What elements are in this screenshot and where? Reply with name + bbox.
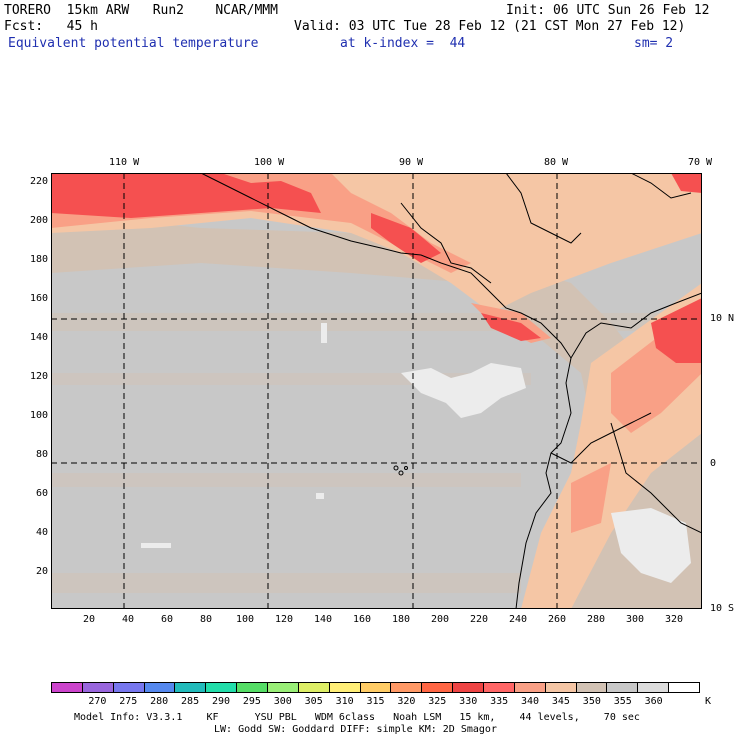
y-tick: 220 xyxy=(29,176,48,187)
model-title: TORERO 15km ARW Run2 NCAR/MMM xyxy=(4,3,278,18)
colorbar-label: 270 xyxy=(88,696,107,707)
x-tick: 280 xyxy=(586,614,606,625)
y-tick: 40 xyxy=(35,527,48,538)
colorbar-swatch xyxy=(298,683,330,692)
colorbar-label: 355 xyxy=(613,696,632,707)
colorbar-swatch xyxy=(453,683,485,692)
forecast-hour: Fcst: 45 h xyxy=(4,19,98,34)
x-tick: 120 xyxy=(274,614,294,625)
colorbar-swatch xyxy=(514,683,546,692)
y-tick: 60 xyxy=(35,488,48,499)
x-tick: 100 xyxy=(235,614,255,625)
x-tick: 80 xyxy=(199,614,213,625)
field-name: Equivalent potential temperature xyxy=(8,36,259,51)
init-time: Init: 06 UTC Sun 26 Feb 12 xyxy=(506,3,710,18)
valid-time: Valid: 03 UTC Tue 28 Feb 12 (21 CST Mon … xyxy=(294,19,686,34)
colorbar-label: 320 xyxy=(397,696,416,707)
colorbar-label: 305 xyxy=(304,696,323,707)
colorbar-label: 345 xyxy=(551,696,570,707)
lon-label-100w: 100 W xyxy=(254,157,285,168)
lat-label-equator: 0 xyxy=(710,458,717,469)
x-tick: 180 xyxy=(391,614,411,625)
colorbar-label: 360 xyxy=(644,696,663,707)
x-tick: 140 xyxy=(313,614,333,625)
theta-e-map xyxy=(51,173,702,609)
map-frame xyxy=(51,173,702,609)
lon-label-90w: 90 W xyxy=(399,157,424,168)
x-tick: 260 xyxy=(547,614,567,625)
colorbar-label: 325 xyxy=(428,696,447,707)
y-tick: 160 xyxy=(29,293,48,304)
model-info: Model Info: V3.3.1 KF YSU PBL WDM 6class… xyxy=(74,712,640,723)
colorbar-label: 315 xyxy=(366,696,385,707)
white-patches xyxy=(141,323,691,583)
x-tick: 60 xyxy=(160,614,174,625)
tan-shading xyxy=(51,213,702,609)
lat-label-10s: 10 S xyxy=(710,603,735,614)
red-shading xyxy=(51,173,702,363)
colorbar-label: 290 xyxy=(211,696,230,707)
lat-label-10n: 10 N xyxy=(710,313,735,324)
smoothing-label: sm= 2 xyxy=(634,36,674,51)
colorbar-swatch xyxy=(391,683,423,692)
colorbar-swatch xyxy=(82,683,114,692)
colorbar-swatch xyxy=(52,683,83,692)
colorbar-swatch xyxy=(113,683,145,692)
colorbar-swatch xyxy=(576,683,608,692)
colorbar-label: 300 xyxy=(273,696,292,707)
colorbar-swatch xyxy=(545,683,577,692)
lon-label-80w: 80 W xyxy=(544,157,569,168)
colorbar-swatch xyxy=(669,683,700,692)
lon-label-70w: 70 W xyxy=(688,157,713,168)
colorbar-swatch xyxy=(144,683,176,692)
x-tick: 40 xyxy=(121,614,135,625)
graticule xyxy=(51,173,702,609)
colorbar-label: 335 xyxy=(490,696,509,707)
y-tick: 100 xyxy=(29,410,48,421)
colorbar-unit: K xyxy=(704,696,712,707)
x-tick: 300 xyxy=(625,614,645,625)
x-tick: 240 xyxy=(508,614,528,625)
colorbar xyxy=(51,682,700,693)
y-tick: 200 xyxy=(29,215,48,226)
x-tick: 160 xyxy=(352,614,372,625)
colorbar-swatch xyxy=(268,683,299,692)
y-tick: 80 xyxy=(35,449,48,460)
colorbar-label: 275 xyxy=(119,696,138,707)
x-tick: 220 xyxy=(469,614,489,625)
physics-info: LW: Godd SW: Goddard DIFF: simple KM: 2D… xyxy=(214,724,497,735)
colorbar-label: 310 xyxy=(335,696,354,707)
colorbar-label: 340 xyxy=(520,696,540,707)
colorbar-swatch xyxy=(360,683,392,692)
colorbar-label: 280 xyxy=(150,696,169,707)
colorbar-swatch xyxy=(206,683,238,692)
colorbar-label: 330 xyxy=(459,696,478,707)
colorbar-swatch xyxy=(484,683,515,692)
colorbar-label: 285 xyxy=(181,696,200,707)
colorbar-swatch xyxy=(422,683,454,692)
x-tick: 320 xyxy=(664,614,684,625)
colorbar-label: 350 xyxy=(582,696,601,707)
coastlines xyxy=(200,173,702,609)
colorbar-swatch xyxy=(329,683,361,692)
colorbar-swatch xyxy=(237,683,269,692)
y-tick: 20 xyxy=(35,566,48,577)
y-tick: 120 xyxy=(29,371,48,382)
colorbar-swatch xyxy=(175,683,207,692)
colorbar-swatch xyxy=(607,683,639,692)
x-tick: 20 xyxy=(82,614,96,625)
level-index: at k-index = 44 xyxy=(340,36,466,51)
colorbar-label: 295 xyxy=(242,696,261,707)
y-tick: 180 xyxy=(29,254,48,265)
y-tick: 140 xyxy=(29,332,48,343)
colorbar-swatch xyxy=(638,683,670,692)
lon-label-110w: 110 W xyxy=(109,157,140,168)
x-tick: 200 xyxy=(430,614,450,625)
